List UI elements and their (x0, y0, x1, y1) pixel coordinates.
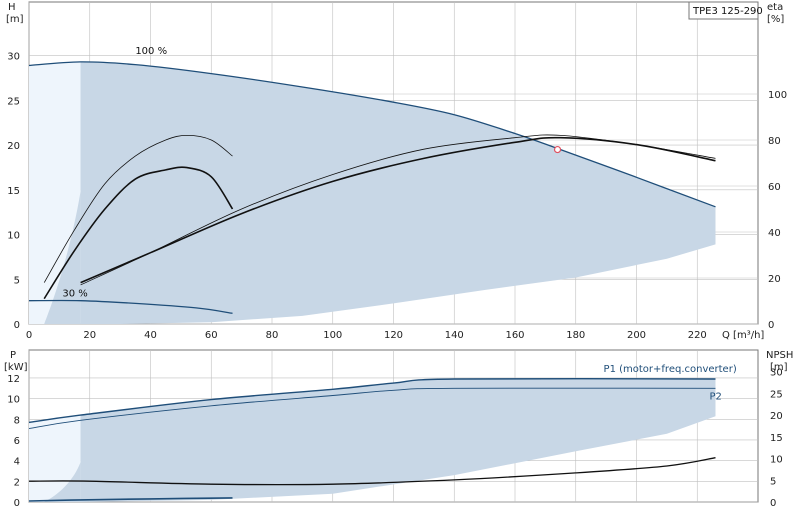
y-left-tick-label: 0 (14, 320, 20, 331)
eta-50-upper-curve (43, 134, 233, 283)
y-left-tick-label: 30 (7, 52, 20, 63)
h-max-curve (28, 61, 716, 208)
p1-series-label: P1 (motor+freq.converter) (604, 364, 737, 375)
y-right-tick-label: 0 (768, 320, 774, 331)
x-tick-label: 60 (205, 330, 218, 341)
x-tick-label: 0 (26, 330, 32, 341)
y-left-tick-label: 25 (7, 96, 20, 107)
npsh-tick-label: 10 (770, 455, 783, 466)
y-right-tick-label: 40 (768, 228, 781, 239)
npsh-tick-label: 15 (770, 433, 783, 444)
power-envelope (80, 378, 716, 502)
x-tick-label: 160 (505, 330, 524, 341)
x-tick-label: 80 (266, 330, 279, 341)
eta-100-curve (80, 136, 716, 284)
p1-curve (28, 377, 716, 424)
p-tick-label: 8 (14, 415, 20, 426)
npsh-tick-label: 25 (770, 389, 783, 400)
annotations: 100 % 30 % P1 (motor+freq.converter) P2 (62, 46, 736, 403)
p2-series-label: P2 (709, 391, 721, 402)
y-right-tick-label: 60 (768, 182, 781, 193)
y-right-tick-label: 100 (768, 90, 787, 101)
h-min-curve (28, 299, 233, 314)
envelope-left-ramp (44, 61, 88, 325)
npsh-curve (28, 457, 716, 486)
model-label-box (688, 1, 759, 20)
p-tick-label: 0 (14, 498, 20, 509)
y-right-tick-label: 80 (768, 136, 781, 147)
light-envelope-region-lower (29, 415, 81, 502)
eta-100-upper-curve (80, 134, 716, 286)
y-right-tick-label: 20 (768, 274, 781, 285)
upper-envelope (29, 61, 716, 325)
x-tick-label: 200 (627, 330, 646, 341)
tick-labels: 0 20 40 60 80 100 120 140 160 180 200 2200510152025… (7, 52, 787, 509)
lower-left-axis-label: P [kW] (4, 350, 28, 373)
x-tick-label: 40 (144, 330, 157, 341)
x-tick-label: 220 (688, 330, 707, 341)
npsh-tick-label: 0 (770, 498, 776, 509)
y-left-tick-label: 5 (14, 275, 20, 286)
p2-curve (28, 387, 716, 430)
npsh-tick-label: 20 (770, 411, 783, 422)
x-tick-label: 120 (384, 330, 403, 341)
x-tick-label: 100 (323, 330, 342, 341)
x-tick-label: 180 (566, 330, 585, 341)
p-tick-label: 6 (14, 436, 20, 447)
x-axis-label: Q [m³/h] (722, 330, 764, 341)
model-label: TPE3 125-290 (692, 6, 763, 17)
p-min-curve (28, 497, 233, 502)
upper-curves (28, 61, 716, 314)
p-tick-label: 12 (7, 374, 20, 385)
y-left-tick-label: 20 (7, 141, 20, 152)
operating-envelope (80, 61, 716, 325)
lower-curves (28, 377, 716, 502)
y-left-tick-label: 10 (7, 231, 20, 242)
lower-envelope (29, 378, 716, 502)
npsh-tick-label: 30 (770, 368, 783, 379)
power-envelope-ramp (44, 415, 85, 502)
operating-point-marker (553, 145, 562, 154)
eta-50-curve (43, 166, 234, 300)
x-tick-label: 20 (83, 330, 96, 341)
speed-annotation: 100 % (135, 46, 167, 57)
speed-annotation: 30 % (62, 288, 87, 299)
x-tick-label: 140 (445, 330, 464, 341)
p-tick-label: 2 (14, 477, 20, 488)
y-left-tick-label: 15 (7, 186, 20, 197)
npsh-tick-label: 5 (770, 476, 776, 487)
upper-right-axis-label: eta [%] (767, 2, 784, 25)
lower-right-axis-label: NPSH [m] (766, 350, 793, 373)
p-tick-label: 10 (7, 395, 20, 406)
p-tick-label: 4 (14, 457, 20, 468)
upper-left-axis-label: H [m] (6, 2, 24, 25)
